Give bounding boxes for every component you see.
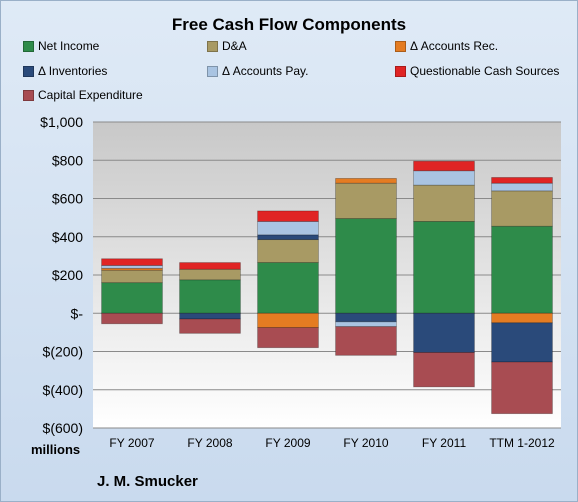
- legend-item: Δ Inventories: [23, 64, 107, 78]
- bar-segment: [179, 279, 241, 314]
- bar-segment: [491, 312, 553, 324]
- y-tick-label: $200: [52, 267, 83, 283]
- y-tick-label: $(200): [43, 344, 83, 360]
- x-tick-label: FY 2010: [343, 436, 388, 450]
- legend: Net Income D&A Δ Accounts Rec. Δ Inventorie…: [1, 35, 577, 105]
- x-tick-label: FY 2008: [187, 436, 232, 450]
- legend-label: D&A: [222, 39, 247, 53]
- bar-segment: [257, 221, 319, 236]
- bar-segment: [257, 239, 319, 263]
- legend-swatch: [23, 40, 34, 52]
- y-tick-label: $600: [52, 191, 83, 207]
- y-tick-label: $800: [52, 152, 83, 168]
- bar-segment: [413, 352, 475, 388]
- bar-segment: [491, 225, 553, 314]
- legend-label: Questionable Cash Sources: [410, 64, 560, 78]
- bar-segment: [101, 269, 163, 284]
- legend-swatch: [207, 40, 218, 52]
- x-tick-label: TTM 1-2012: [489, 436, 555, 450]
- bar-segment: [101, 265, 163, 269]
- legend-item: Δ Accounts Pay.: [207, 64, 309, 78]
- legend-label: Δ Accounts Pay.: [222, 64, 309, 78]
- y-tick-label: $(400): [43, 382, 83, 398]
- legend-swatch: [23, 89, 34, 101]
- bar-segment: [335, 178, 397, 184]
- bar-segment: [491, 177, 553, 184]
- bar-segment: [335, 182, 397, 219]
- bar-segment: [491, 361, 553, 415]
- legend-label: Δ Accounts Rec.: [410, 39, 499, 53]
- legend-swatch: [207, 65, 218, 77]
- bar-segment: [101, 312, 163, 325]
- bar-segment: [257, 327, 319, 349]
- bar-segment: [413, 312, 475, 353]
- company-name: J. M. Smucker: [97, 473, 198, 490]
- x-tick-label: FY 2011: [422, 436, 467, 450]
- legend-item: Δ Accounts Rec.: [395, 39, 498, 53]
- y-tick-label: $-: [71, 305, 84, 321]
- bar-segment: [257, 262, 319, 314]
- bar-segment: [413, 184, 475, 222]
- legend-item: Capital Expenditure: [23, 88, 143, 102]
- bar-segment: [179, 318, 241, 334]
- bar-segment: [413, 170, 475, 186]
- bar-segment: [335, 326, 397, 356]
- legend-item: D&A: [207, 39, 247, 53]
- bar-segment: [413, 221, 475, 314]
- bar-segment: [491, 190, 553, 227]
- x-tick-label: FY 2007: [109, 436, 154, 450]
- legend-item: Questionable Cash Sources: [395, 64, 559, 78]
- bar-segment: [257, 312, 319, 328]
- bar-segment: [491, 322, 553, 363]
- bar-segment: [335, 312, 397, 323]
- bar-segment: [335, 321, 397, 328]
- bar-segment: [257, 210, 319, 222]
- legend-swatch: [23, 65, 34, 77]
- legend-item: Net Income: [23, 39, 99, 53]
- y-tick-label: $400: [52, 229, 83, 245]
- legend-swatch: [395, 40, 406, 52]
- bar-segment: [179, 268, 241, 281]
- bar-segment: [101, 282, 163, 314]
- y-tick-label: $1,000: [40, 114, 83, 130]
- x-tick-label: FY 2009: [265, 436, 310, 450]
- bar-segment: [413, 160, 475, 172]
- bar-segment: [257, 234, 319, 241]
- y-tick-label: $(600): [43, 420, 83, 436]
- y-unit-label: millions: [31, 442, 81, 457]
- legend-label: Net Income: [38, 39, 100, 53]
- bar-segment: [179, 262, 241, 270]
- legend-label: Δ Inventories: [38, 64, 108, 78]
- bar-segment: [179, 312, 241, 320]
- bar-segment: [491, 182, 553, 192]
- legend-swatch: [395, 65, 406, 77]
- bar-segment: [101, 258, 163, 266]
- legend-label: Capital Expenditure: [38, 88, 143, 102]
- bar-segment: [335, 218, 397, 314]
- chart-title: Free Cash Flow Components: [171, 15, 407, 34]
